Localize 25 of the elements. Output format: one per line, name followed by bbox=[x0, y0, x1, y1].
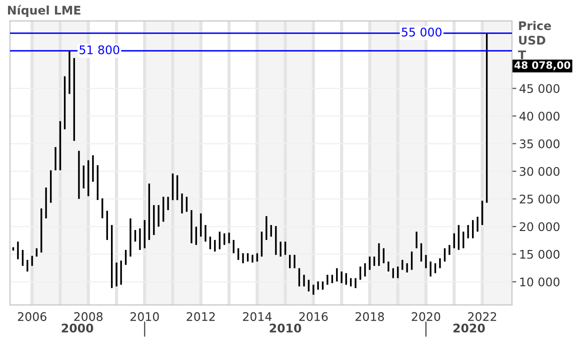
y-tick-label: 25 000 bbox=[520, 194, 560, 204]
text: 2020 bbox=[453, 324, 485, 333]
y-tick-label: 45 000 bbox=[520, 84, 560, 94]
chart-title: Níquel LME bbox=[8, 5, 80, 17]
ref-line-label: 51 800 bbox=[80, 45, 120, 54]
y-tick-label: 20 000 bbox=[520, 222, 560, 232]
x-tick-label: 2010 bbox=[130, 312, 159, 322]
text: 2000 bbox=[62, 324, 94, 333]
y-tick-label: 35 000 bbox=[520, 139, 560, 148]
x-tick-label: 2020 bbox=[412, 312, 440, 322]
y-tick-label: 30 000 bbox=[520, 167, 560, 176]
text: 48 078,00 bbox=[514, 61, 570, 70]
x-tick-label: 2014 bbox=[243, 312, 272, 322]
text: 2010 bbox=[270, 324, 302, 333]
y-axis-title: Price USD T bbox=[518, 20, 551, 60]
x-tick-label: 2022 bbox=[468, 312, 496, 322]
x-tick-label: 2012 bbox=[186, 312, 215, 322]
y-tick-label: 10 000 bbox=[520, 278, 560, 286]
x-tick-label: 2008 bbox=[74, 312, 103, 322]
y-tick-label: 40 000 bbox=[520, 112, 560, 121]
x-tick-label: 2018 bbox=[356, 312, 384, 322]
y-tick-label: 15 000 bbox=[520, 250, 560, 259]
x-tick-label: 2016 bbox=[299, 312, 328, 322]
ref-line-label: 55 000 bbox=[402, 28, 442, 37]
x-tick-label: 2006 bbox=[18, 312, 46, 322]
